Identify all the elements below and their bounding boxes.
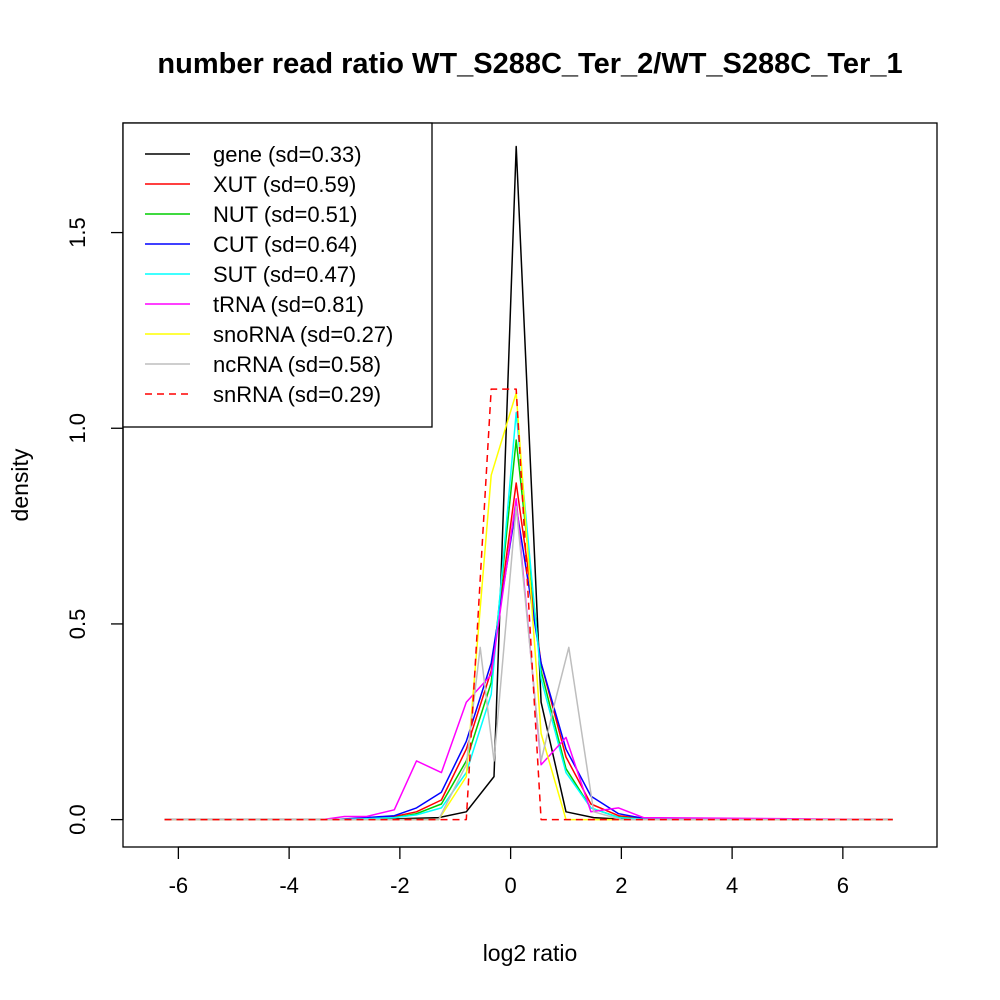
series-line-sut (164, 411, 893, 821)
x-tick-label: -2 (390, 873, 410, 898)
y-axis-label: density (7, 448, 33, 521)
legend-label: snoRNA (sd=0.27) (213, 322, 393, 347)
x-tick-label: 4 (726, 873, 738, 898)
legend-label: CUT (sd=0.64) (213, 232, 357, 257)
legend-box (122, 122, 433, 428)
y-tick-label: 0.0 (65, 804, 90, 835)
y-tick-label: 0.5 (65, 609, 90, 640)
legend: gene (sd=0.33) XUT (sd=0.59) NUT (sd=0.51)… (122, 122, 433, 428)
series-line-cut (164, 505, 893, 821)
legend-label: SUT (sd=0.47) (213, 262, 356, 287)
legend-label: snRNA (sd=0.29) (213, 382, 381, 407)
x-tick-label: 2 (615, 873, 627, 898)
y-tick-label: 1.0 (65, 413, 90, 444)
legend-label: ncRNA (sd=0.58) (213, 352, 381, 377)
legend-label: tRNA (sd=0.81) (213, 292, 364, 317)
legend-label: gene (sd=0.33) (213, 142, 362, 167)
y-tick-label: 1.5 (65, 217, 90, 248)
x-tick-label: 6 (837, 873, 849, 898)
x-tick-label: 0 (504, 873, 516, 898)
plot-frame (122, 122, 938, 848)
x-axis-label: log2 ratio (483, 940, 578, 966)
x-tick-label: -6 (169, 873, 189, 898)
legend-label: NUT (sd=0.51) (213, 202, 357, 227)
x-tick-label: -4 (279, 873, 299, 898)
series-line-ncrna (164, 505, 893, 821)
series-line-snrna (164, 388, 893, 821)
series-line-trna (164, 497, 893, 821)
chart-title: number read ratio WT_S288C_Ter_2/WT_S288… (157, 48, 902, 80)
plot-lines (164, 145, 893, 821)
legend-label: XUT (sd=0.59) (213, 172, 356, 197)
